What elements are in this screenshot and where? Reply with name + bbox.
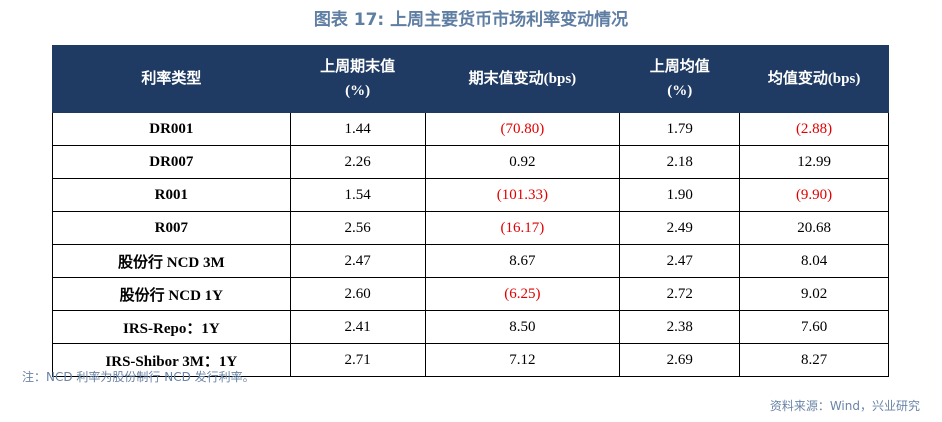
header-text: 均值变动(bps) <box>767 71 861 87</box>
value-cell: 2.26 <box>289 145 426 179</box>
table-row: IRS-Repo：1Y 2.41 8.50 2.38 7.60 <box>52 310 889 344</box>
value-cell: 2.41 <box>289 310 426 344</box>
value-cell: 9.02 <box>739 277 889 311</box>
header-cell: 上周期末值 (%) <box>289 45 426 113</box>
rate-table: 利率类型 上周期末值 (%) 期末值变动(bps) 上周均值 (%) 均值变动(bps) D… <box>52 45 889 377</box>
value-cell: 2.71 <box>289 343 426 377</box>
rate-type: DR007 <box>52 145 291 179</box>
table-body: DR001 1.44 (70.80) 1.79 (2.88) DR007 2.26 0.92 2… <box>52 112 889 377</box>
rate-type: DR001 <box>52 112 291 146</box>
rate-type: IRS-Repo：1Y <box>52 310 291 344</box>
value-cell: 7.12 <box>424 343 621 377</box>
value-cell: (70.80) <box>424 112 621 146</box>
title: 图表 17: 上周主要货币市场利率变动情况 <box>313 10 629 30</box>
value-cell: 2.18 <box>619 145 741 179</box>
value-cell: 7.60 <box>739 310 889 344</box>
table-row: IRS-Shibor 3M：1Y 2.71 7.12 2.69 8.27 <box>52 343 889 377</box>
value-cell: 1.79 <box>619 112 741 146</box>
value-cell: 2.49 <box>619 211 741 245</box>
table-row: 股份行 NCD 3M 2.47 8.67 2.47 8.04 <box>52 244 889 278</box>
value-cell: 8.04 <box>739 244 889 278</box>
value-cell: (16.17) <box>424 211 621 245</box>
value-cell: 12.99 <box>739 145 889 179</box>
source: 资料来源：Wind，兴业研究 <box>769 399 920 413</box>
rate-type: R001 <box>52 178 291 212</box>
rate-type: R007 <box>52 211 291 245</box>
header-text: 上周均值 <box>649 59 710 75</box>
header-text: 期末值变动(bps) <box>468 71 577 87</box>
value-cell: 2.47 <box>289 244 426 278</box>
rate-type: IRS-Shibor 3M：1Y <box>52 343 291 377</box>
table-row: DR007 2.26 0.92 2.18 12.99 <box>52 145 889 179</box>
value-cell: 2.47 <box>619 244 741 278</box>
value-cell: 2.38 <box>619 310 741 344</box>
table-row: DR001 1.44 (70.80) 1.79 (2.88) <box>52 112 889 146</box>
header-cell: 期末值变动(bps) <box>424 45 621 113</box>
value-cell: 1.44 <box>289 112 426 146</box>
value-cell: (6.25) <box>424 277 621 311</box>
note: 注：NCD 利率为股份制行 NCD 发行利率。 <box>22 370 255 384</box>
value-cell: 1.90 <box>619 178 741 212</box>
header-text: (%) <box>345 83 371 99</box>
value-cell: (101.33) <box>424 178 621 212</box>
value-cell: 2.69 <box>619 343 741 377</box>
value-cell: 8.50 <box>424 310 621 344</box>
header-cell: 利率类型 <box>52 45 291 113</box>
value-cell: 8.67 <box>424 244 621 278</box>
value-cell: (2.88) <box>739 112 889 146</box>
table-row: R007 2.56 (16.17) 2.49 20.68 <box>52 211 889 245</box>
value-cell: 20.68 <box>739 211 889 245</box>
value-cell: 2.72 <box>619 277 741 311</box>
table-row: R001 1.54 (101.33) 1.90 (9.90) <box>52 178 889 212</box>
value-cell: 2.56 <box>289 211 426 245</box>
header-text: 利率类型 <box>141 71 202 87</box>
rate-type: 股份行 NCD 1Y <box>52 277 291 311</box>
value-cell: 0.92 <box>424 145 621 179</box>
value-cell: 2.60 <box>289 277 426 311</box>
rate-type: 股份行 NCD 3M <box>52 244 291 278</box>
header-row: 利率类型 上周期末值 (%) 期末值变动(bps) 上周均值 (%) 均值变动(bps) <box>52 45 889 113</box>
header-text: (%) <box>667 83 693 99</box>
header-text: 上周期末值 <box>320 59 396 75</box>
value-cell: (9.90) <box>739 178 889 212</box>
header-cell: 均值变动(bps) <box>739 45 889 113</box>
value-cell: 1.54 <box>289 178 426 212</box>
header-cell: 上周均值 (%) <box>619 45 741 113</box>
table-row: 股份行 NCD 1Y 2.60 (6.25) 2.72 9.02 <box>52 277 889 311</box>
value-cell: 8.27 <box>739 343 889 377</box>
